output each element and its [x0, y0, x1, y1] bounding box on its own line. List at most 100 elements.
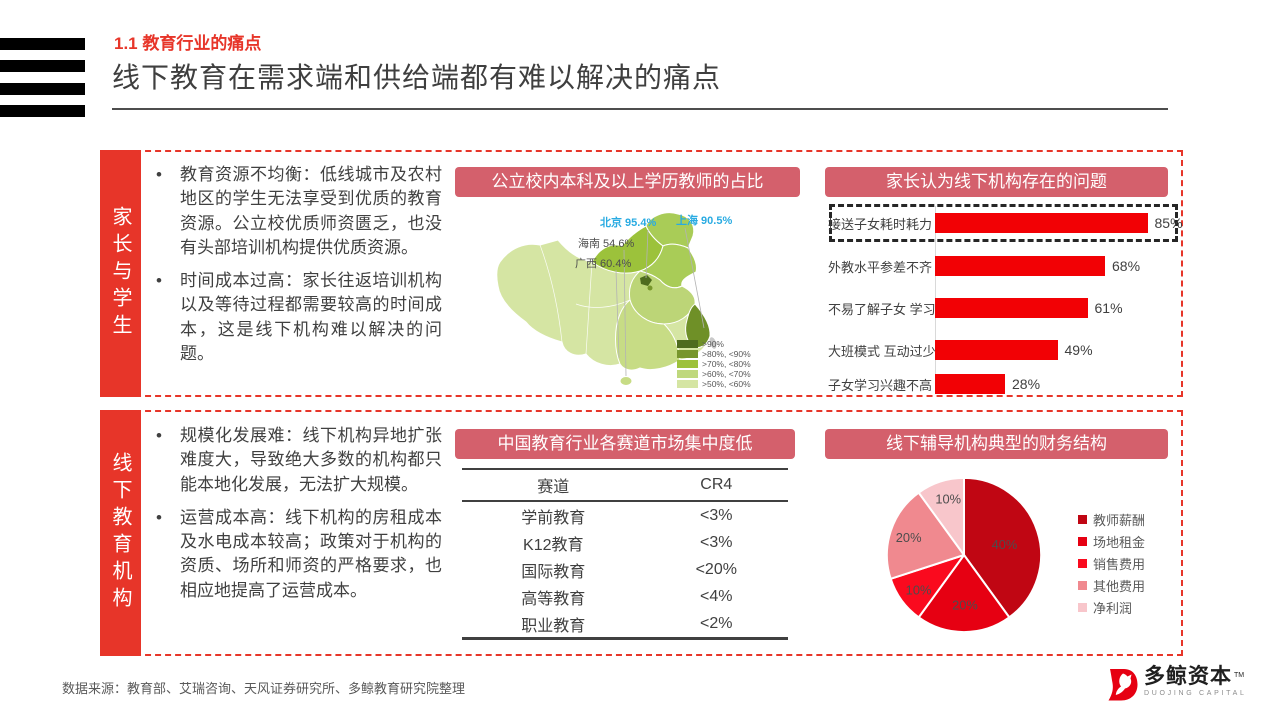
map-callout-hainan: 海南 54.6%	[578, 236, 634, 250]
pie-legend-label: 净利润	[1093, 601, 1133, 616]
bar-category-label: 子女学习兴趣不高	[828, 377, 933, 393]
pie-value-label: 20%	[896, 530, 922, 545]
bar	[935, 374, 1005, 394]
pie-value-label: 10%	[935, 492, 961, 507]
page-title: 线下教育在需求端和供给端都有难以解决的痛点	[112, 62, 722, 93]
bar	[935, 340, 1058, 360]
map-legend-label: >90%	[702, 339, 724, 349]
bullet-item: 规模化发展难：线下机构异地扩张难度大，导致绝大多数的机构都只能本地化发展，无法扩…	[150, 424, 442, 497]
pie-legend-item: 教师薪酬	[1078, 512, 1146, 528]
map-region-beijing	[640, 275, 652, 286]
pie-legend-label: 其他费用	[1093, 579, 1146, 594]
pie-legend-label: 销售费用	[1093, 557, 1146, 572]
section-kicker: 1.1 教育行业的痛点	[114, 34, 262, 53]
table-cell-cr4: <2%	[644, 610, 788, 640]
map-callout-beijing: 北京 95.4%	[600, 215, 656, 229]
logo-text: 多鲸资本 TM DUOJING CAPITAL	[1144, 666, 1247, 697]
china-choropleth-map: 北京 95.4% 上海 90.5% 海南 54.6% 广西 60.4% >90%…	[496, 212, 751, 389]
pie-legend-item: 净利润	[1078, 600, 1145, 616]
table-cell-cr4: <3%	[700, 506, 733, 524]
table-cell-cr4: <4%	[700, 587, 733, 605]
pie-legend-item: 销售费用	[1078, 556, 1146, 572]
pie-legend-swatch	[1078, 603, 1087, 612]
table-cell-track: 国际教育	[521, 563, 586, 581]
table-cell-cr4: <20%	[695, 560, 737, 578]
deco-bar	[0, 83, 85, 95]
table-header-cr4: CR4	[644, 468, 788, 502]
map-legend-label: >50%, <60%	[702, 379, 751, 389]
table-cell-track: 高等教育	[521, 590, 586, 608]
bar	[935, 298, 1088, 318]
pie-slice-net-profit	[917, 476, 965, 556]
whale-logo-icon	[1108, 669, 1138, 701]
deco-bar	[0, 38, 85, 50]
map-callout-lines	[615, 227, 705, 377]
pie-slice-venue-rent	[917, 554, 1011, 634]
pie-legend-label: 教师薪酬	[1093, 513, 1146, 528]
bar-highlight-box	[829, 204, 1178, 242]
map-callout-shanghai: 上海 90.5%	[676, 213, 732, 227]
table-cell-track: 职业教育	[462, 610, 645, 640]
bar-row: 不易了解子女 学习进展 61%	[828, 298, 1123, 318]
bullet-list-parents: 教育资源不均衡：低线城市及农村地区的学生无法享受到优质的教育资源。公立校优质师资…	[150, 163, 442, 375]
deco-bar	[0, 60, 85, 72]
table-cell-cr4: <3%	[700, 533, 733, 551]
bar-category-label: 不易了解子女 学习进展	[828, 301, 962, 317]
pie-legend-swatch	[1078, 515, 1087, 524]
map-legend-swatch	[677, 360, 698, 368]
map-province-borders	[539, 244, 631, 355]
map-callout-guangxi: 广西 60.4%	[575, 257, 631, 270]
section-label-institutions: 线下教育机构	[100, 410, 141, 656]
bar	[935, 256, 1105, 276]
pie-legend: 教师薪酬 场地租金 销售费用 其他费用 净利润	[1078, 512, 1145, 622]
logo-tm: TM	[1234, 671, 1245, 679]
table-row: 国际教育 <20%	[462, 556, 788, 583]
bar	[935, 213, 1148, 233]
map-legend-swatch	[677, 380, 698, 388]
map-legend-label: >80%, <90%	[702, 349, 751, 359]
bullet-item: 运营成本高：线下机构的房租成本及水电成本较高；政策对于机构的资质、场所和师资的严…	[150, 506, 442, 603]
map-legend: >90% >80%, <90% >70%, <80% >60%, <70% >5…	[677, 339, 751, 389]
pie-slice-teacher-salary	[963, 476, 1043, 619]
logo-name: 多鲸资本	[1144, 665, 1232, 688]
bar-row: 接送子女耗时耗力 85%	[828, 213, 1183, 233]
table-row: 职业教育 <2%	[462, 610, 788, 640]
bar-category-label: 外教水平参差不齐	[828, 259, 933, 275]
pie-legend-label: 场地租金	[1093, 535, 1146, 550]
table-cell-track: 学前教育	[521, 509, 586, 527]
pie-value-label: 40%	[992, 537, 1018, 552]
table-row: K12教育 <3%	[462, 529, 788, 556]
logo-subtitle: DUOJING CAPITAL	[1144, 690, 1247, 697]
bar-value-label: 68%	[1112, 258, 1141, 274]
map-legend-swatch	[677, 370, 698, 378]
cr4-table: 赛道 CR4 学前教育 <3% K12教育 <3% 国际教育 <20% 高等教育…	[462, 468, 788, 640]
pie-legend-swatch	[1078, 559, 1087, 568]
bar-row: 大班模式 互动过少 49%	[828, 340, 1093, 360]
bar-value-label: 61%	[1094, 300, 1123, 316]
map-region-hainan	[619, 376, 633, 386]
map-region-north	[591, 225, 664, 274]
table-row: 高等教育 <4%	[462, 583, 788, 610]
bar-category-label: 大班模式 互动过少	[828, 343, 936, 359]
bar-category-label: 接送子女耗时耗力	[828, 216, 933, 232]
map-region-tianjin	[647, 285, 653, 291]
pie-slice-other-expense	[886, 491, 965, 580]
pie-value-label: 20%	[952, 597, 978, 612]
table-header-track: 赛道	[462, 468, 645, 502]
section-label-parents: 家长与学生	[100, 150, 141, 397]
pie-legend-item: 场地租金	[1078, 534, 1146, 550]
table-panel-title: 中国教育行业各赛道市场集中度低	[455, 429, 795, 459]
bar-value-label: 85%	[1154, 215, 1183, 231]
parent-problems-bar-chart: 接送子女耗时耗力 85% 外教水平参差不齐 68% 不易了解子女 学习进展 61…	[828, 200, 1183, 396]
bar-row: 子女学习兴趣不高 28%	[828, 374, 1040, 394]
table-header-row: 赛道 CR4	[462, 468, 788, 502]
finance-structure-pie-chart: 40% 20% 10% 20% 10%	[886, 476, 1043, 634]
pie-legend-swatch	[1078, 537, 1087, 546]
deco-bar	[0, 105, 85, 117]
title-divider	[112, 108, 1168, 110]
bar-value-label: 49%	[1064, 342, 1093, 358]
bullet-item: 教育资源不均衡：低线城市及农村地区的学生无法享受到优质的教育资源。公立校优质师资…	[150, 163, 442, 260]
pie-legend-item: 其他费用	[1078, 578, 1146, 594]
map-legend-swatch	[677, 340, 698, 348]
bar-panel-title: 家长认为线下机构存在的问题	[825, 167, 1168, 197]
